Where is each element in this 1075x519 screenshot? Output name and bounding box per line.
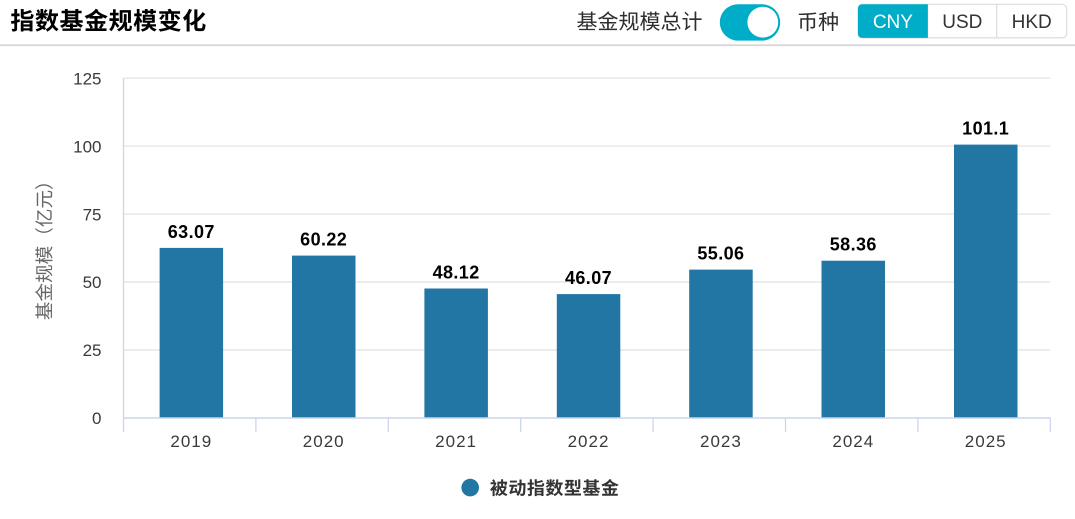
svg-text:CNY: CNY <box>873 12 913 33</box>
svg-text:USD: USD <box>942 12 982 33</box>
svg-text:2024: 2024 <box>832 432 874 451</box>
svg-text:2020: 2020 <box>303 432 345 451</box>
svg-text:101.1: 101.1 <box>962 119 1009 139</box>
svg-text:50: 50 <box>83 273 102 292</box>
svg-text:25: 25 <box>83 341 102 360</box>
svg-text:2023: 2023 <box>700 432 742 451</box>
svg-text:58.36: 58.36 <box>830 235 877 255</box>
svg-text:2022: 2022 <box>568 432 610 451</box>
svg-text:75: 75 <box>83 205 102 224</box>
svg-text:125: 125 <box>73 69 101 88</box>
svg-text:HKD: HKD <box>1012 12 1052 33</box>
svg-text:48.12: 48.12 <box>433 263 480 283</box>
svg-text:55.06: 55.06 <box>697 244 744 264</box>
svg-text:2025: 2025 <box>965 432 1007 451</box>
svg-text:60.22: 60.22 <box>300 230 347 250</box>
svg-text:100: 100 <box>73 137 101 156</box>
svg-text:0: 0 <box>92 409 101 428</box>
svg-text:2021: 2021 <box>435 432 477 451</box>
svg-text:2019: 2019 <box>170 432 212 451</box>
svg-text:63.07: 63.07 <box>168 222 215 242</box>
svg-text:46.07: 46.07 <box>565 268 612 288</box>
